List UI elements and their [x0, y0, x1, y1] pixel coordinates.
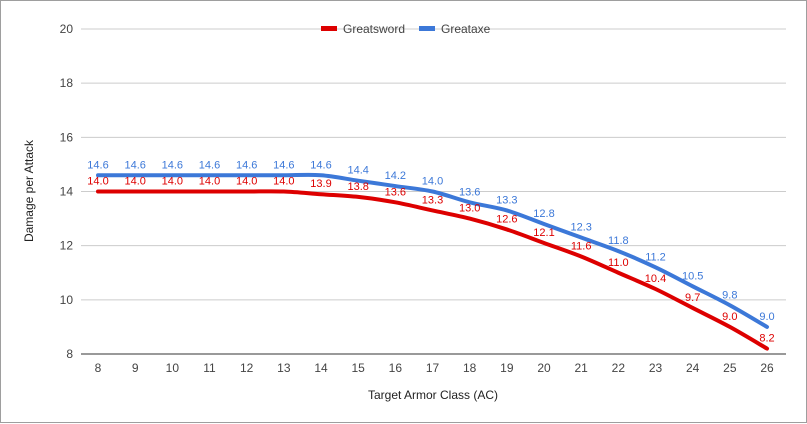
greataxe-data-label: 14.6 [273, 159, 294, 171]
greataxe-data-label: 14.6 [310, 159, 331, 171]
x-tick-label: 25 [723, 361, 737, 375]
greatsword-data-label: 12.6 [496, 213, 517, 225]
x-tick-label: 8 [95, 361, 102, 375]
greataxe-data-label: 9.0 [759, 311, 774, 323]
x-tick-label: 20 [537, 361, 551, 375]
x-tick-label: 18 [463, 361, 477, 375]
greatsword-data-label: 13.8 [347, 181, 368, 193]
greataxe-data-label: 13.3 [496, 194, 517, 206]
x-tick-label: 24 [686, 361, 700, 375]
x-tick-label: 14 [314, 361, 328, 375]
greataxe-legend-label: Greataxe [441, 22, 491, 36]
x-tick-label: 19 [500, 361, 514, 375]
greataxe-data-label: 9.8 [722, 289, 737, 301]
greatsword-legend-label: Greatsword [343, 22, 405, 36]
greatsword-data-label: 13.3 [422, 194, 443, 206]
greatsword-line [96, 189, 769, 351]
greataxe-data-label: 14.0 [422, 176, 443, 188]
x-tick-label: 10 [166, 361, 180, 375]
x-tick-label: 23 [649, 361, 663, 375]
greatsword-data-label: 13.0 [459, 203, 480, 215]
greataxe-data-label: 14.4 [347, 165, 368, 177]
y-axis-title: Damage per Attack [22, 139, 36, 242]
greataxe-data-label: 11.2 [645, 251, 666, 263]
greatsword-data-label: 11.0 [608, 257, 629, 269]
greataxe-line [96, 172, 769, 329]
greataxe-data-label: 14.6 [162, 159, 183, 171]
data-labels: 14.0 14.0 14.0 14.0 14.0 14.0 13.9 13.8 13.6 13.3… [87, 159, 774, 344]
greataxe-data-label: 14.6 [199, 159, 220, 171]
x-tick-label: 22 [612, 361, 626, 375]
x-tick-label: 11 [203, 361, 216, 375]
greatsword-legend-swatch [321, 26, 337, 31]
x-tick-label: 13 [277, 361, 291, 375]
greataxe-data-label: 14.6 [236, 159, 257, 171]
greataxe-data-label: 14.2 [385, 170, 406, 182]
y-tick-label: 18 [60, 76, 74, 90]
greatsword-data-label: 14.0 [199, 176, 220, 188]
greataxe-legend-swatch [419, 26, 435, 31]
greatsword-data-label: 14.0 [236, 176, 257, 188]
greataxe-data-label: 14.6 [87, 159, 108, 171]
x-tick-label: 21 [574, 361, 588, 375]
greatsword-data-label: 12.1 [533, 227, 554, 239]
x-tick-label: 15 [351, 361, 365, 375]
y-tick-label: 14 [60, 185, 74, 199]
greatsword-data-label: 13.9 [310, 178, 331, 190]
x-axis-title: Target Armor Class (AC) [368, 388, 498, 402]
greataxe-data-label: 10.5 [682, 270, 703, 282]
x-axis-ticks: 8 9 10 11 12 13 14 15 16 17 18 19 20 21 22 23 24 25 26 [95, 361, 774, 375]
greatsword-data-label: 14.0 [162, 176, 183, 188]
y-tick-label: 20 [60, 22, 74, 36]
greatsword-data-label: 14.0 [124, 176, 145, 188]
greataxe-data-label: 14.6 [124, 159, 145, 171]
greatsword-data-label: 9.7 [685, 292, 700, 304]
x-tick-label: 17 [426, 361, 440, 375]
legend[interactable]: Greatsword Greataxe [321, 22, 491, 36]
greatsword-data-label: 14.0 [87, 176, 108, 188]
y-tick-label: 8 [66, 347, 73, 361]
x-tick-label: 9 [132, 361, 139, 375]
x-tick-label: 16 [389, 361, 403, 375]
x-tick-label: 26 [760, 361, 774, 375]
greatsword-data-label: 11.6 [571, 241, 592, 253]
y-axis-ticks: 8 10 12 14 16 18 20 [60, 22, 74, 361]
series-lines [96, 172, 769, 351]
greatsword-data-label: 8.2 [759, 333, 774, 345]
greatsword-data-label: 13.6 [385, 186, 406, 198]
greataxe-data-label: 11.8 [608, 235, 629, 247]
greataxe-data-label: 13.6 [459, 186, 480, 198]
greataxe-data-label: 12.3 [570, 222, 591, 234]
greatsword-data-label: 9.0 [722, 311, 737, 323]
y-tick-label: 16 [60, 130, 74, 144]
y-tick-label: 12 [60, 239, 74, 253]
greatsword-data-label: 10.4 [645, 273, 666, 285]
y-tick-label: 10 [60, 293, 74, 307]
x-tick-label: 12 [240, 361, 254, 375]
greatsword-data-label: 14.0 [273, 176, 294, 188]
greataxe-data-label: 12.8 [533, 208, 554, 220]
